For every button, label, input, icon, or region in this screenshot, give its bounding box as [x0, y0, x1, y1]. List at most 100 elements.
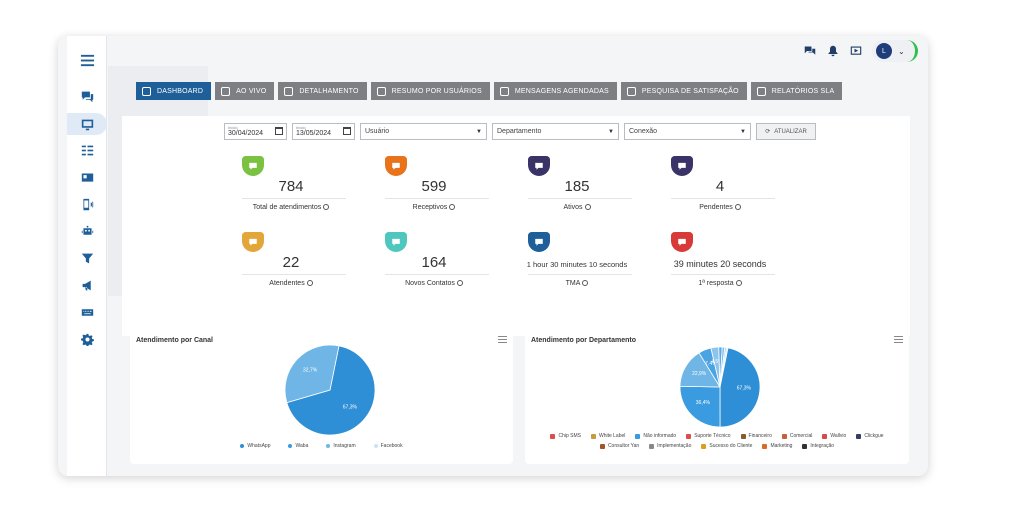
legend-item[interactable]: Marketing: [762, 443, 792, 449]
department-select[interactable]: Departamento ▼: [492, 123, 619, 140]
kpi-value: 185: [564, 178, 590, 195]
legend-item[interactable]: White Label: [590, 433, 626, 439]
legend-item[interactable]: Implementação: [649, 443, 691, 449]
department-chart-title: Atendimento por Departamento: [531, 337, 637, 344]
megaphone-icon[interactable]: [67, 275, 107, 295]
robot-icon[interactable]: [67, 221, 107, 241]
tab-label: DASHBOARD: [157, 87, 204, 95]
user-menu[interactable]: L ⌄: [872, 40, 918, 62]
legend-item[interactable]: Waba: [288, 443, 308, 449]
legend-item[interactable]: Facebook: [373, 443, 403, 449]
filter-icon[interactable]: [67, 248, 107, 268]
legend-item[interactable]: Comercial: [781, 433, 812, 439]
kpi-label: 1ª resposta: [665, 280, 775, 287]
document-icon: [284, 86, 294, 96]
legend-swatch: [762, 443, 768, 449]
info-icon[interactable]: [735, 280, 742, 287]
pie-slice[interactable]: [680, 385, 721, 427]
calendar-icon[interactable]: [275, 127, 283, 135]
legend-item[interactable]: Não informado: [635, 433, 676, 439]
kpi-card: 1 hour 30 minutes 10 seconds TMA: [522, 232, 632, 292]
legend-label: Implementação: [657, 443, 692, 449]
legend-label: Waba: [295, 443, 309, 449]
app-window: L ⌄ DASHBOARD AO VIVO DETALHAMENTO RESUMO P…: [58, 36, 928, 476]
kpi-label-text: Novos Contatos: [405, 280, 455, 287]
department-select-value: Departamento: [497, 128, 542, 135]
refresh-label: ATUALIZAR: [774, 128, 807, 135]
pie-data-label: 7,4%: [705, 361, 717, 367]
kpi-label: Receptivos: [379, 204, 489, 211]
top-right-toolbar: L ⌄: [803, 40, 918, 62]
info-icon[interactable]: [456, 280, 463, 287]
legend-item[interactable]: Clickgue: [856, 433, 884, 439]
tab-resumo-por-usu-rios[interactable]: RESUMO POR USUÁRIOS: [370, 82, 490, 100]
legend-label: Consultor Yan: [607, 443, 640, 449]
legend-label: Sucesso do Cliente: [709, 443, 753, 449]
keyboard-icon[interactable]: [67, 302, 107, 322]
end-date-field[interactable]: Início 13/05/2024: [292, 123, 355, 140]
info-icon[interactable]: [449, 204, 456, 211]
tab-pesquisa-de-satisfa-o[interactable]: PESQUISA DE SATISFAÇÃO: [620, 82, 747, 100]
tab-ao-vivo[interactable]: AO VIVO: [215, 82, 275, 100]
chat-icon[interactable]: [67, 86, 107, 106]
connection-select[interactable]: Conexão ▼: [624, 123, 751, 140]
user-select[interactable]: Usuário ▼: [360, 123, 487, 140]
chat-pending-icon: [671, 156, 693, 176]
chart-menu-icon[interactable]: [894, 336, 903, 343]
kpi-divider: [385, 274, 489, 275]
contact-card-icon[interactable]: [67, 167, 107, 187]
chart-menu-icon[interactable]: [498, 336, 507, 343]
kpi-value: 784: [278, 178, 304, 195]
legend-item[interactable]: WhatsApp: [240, 443, 270, 449]
hamburger-menu-icon[interactable]: [67, 50, 107, 70]
legend-swatch: [822, 433, 828, 439]
phone-incoming-icon: [385, 156, 407, 176]
agent-icon: [242, 232, 264, 252]
refresh-button[interactable]: ⟳ ATUALIZAR: [756, 123, 816, 140]
kpi-card: 164 Novos Contatos: [379, 232, 489, 292]
legend-item[interactable]: Integração: [802, 443, 834, 449]
info-icon[interactable]: [306, 280, 313, 287]
info-icon[interactable]: [584, 204, 591, 211]
legend-item[interactable]: Financeiro: [740, 433, 772, 439]
kpi-value: 4: [715, 178, 725, 195]
tab-label: PESQUISA DE SATISFAÇÃO: [641, 87, 739, 95]
legend-item[interactable]: Wallvio: [822, 433, 846, 439]
kpi-label: Total de atendimentos: [236, 204, 346, 211]
tab-dashboard[interactable]: DASHBOARD: [136, 82, 212, 100]
messages-icon[interactable]: [803, 44, 817, 58]
pie-slice[interactable]: [719, 347, 729, 388]
info-icon[interactable]: [323, 204, 330, 211]
kpi-card: 4 Pendentes: [665, 156, 775, 216]
tab-mensagens-agendadas[interactable]: MENSAGENS AGENDADAS: [493, 82, 617, 100]
tab-label: RESUMO POR USUÁRIOS: [391, 87, 482, 95]
legend-item[interactable]: Instagram: [326, 443, 356, 449]
kpi-value: 599: [421, 178, 447, 195]
start-date-field[interactable]: Início 30/04/2024: [224, 123, 287, 140]
video-player-icon[interactable]: [849, 44, 863, 58]
legend-item[interactable]: Suporte Técnico: [686, 433, 731, 439]
gear-icon[interactable]: [67, 329, 107, 349]
dashboard-monitor-icon[interactable]: [67, 113, 107, 135]
tab-relat-rios-sla[interactable]: RELATÓRIOS SLA: [750, 82, 843, 100]
legend-swatch: [550, 433, 556, 439]
tab-label: DETALHAMENTO: [299, 87, 359, 95]
legend-label: Facebook: [380, 443, 403, 449]
legend-item[interactable]: Sucesso do Cliente: [701, 443, 752, 449]
info-icon[interactable]: [734, 204, 741, 211]
pie-slice[interactable]: [286, 345, 375, 435]
calendar-icon[interactable]: [343, 127, 351, 135]
legend-item[interactable]: Consultor Yan: [599, 443, 640, 449]
legend-item[interactable]: Chip SMS: [550, 433, 581, 439]
bell-icon[interactable]: [826, 44, 840, 58]
kpi-card: 185 Ativos: [522, 156, 632, 216]
pie-data-label: 67,3%: [737, 385, 752, 391]
pie-slice[interactable]: [285, 345, 340, 404]
mobile-signal-icon[interactable]: [67, 194, 107, 214]
list-icon[interactable]: [67, 140, 107, 160]
info-icon[interactable]: [582, 280, 589, 287]
legend-label: White Label: [598, 433, 626, 439]
tab-detalhamento[interactable]: DETALHAMENTO: [278, 82, 367, 100]
start-date-value: 30/04/2024: [228, 130, 264, 137]
pie-slice[interactable]: [719, 347, 760, 427]
